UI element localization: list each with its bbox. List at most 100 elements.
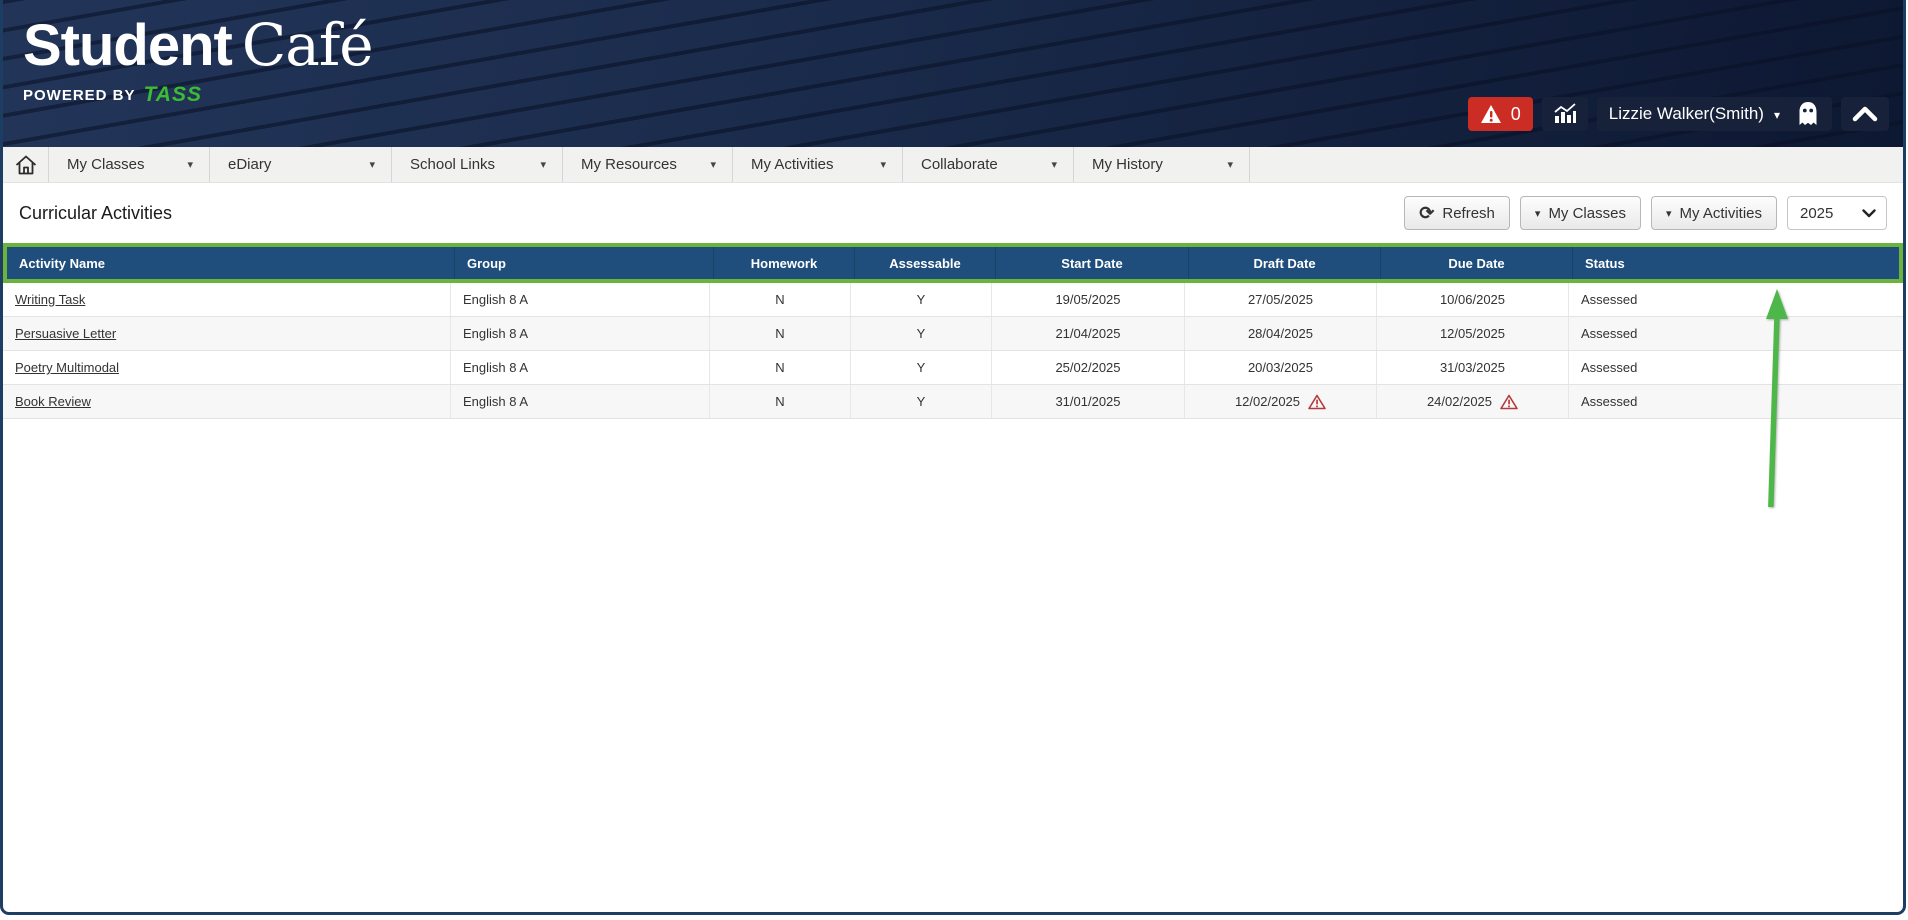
main-navbar: My Classes eDiary School Links My Resour… <box>3 147 1903 183</box>
page-title: Curricular Activities <box>19 202 173 223</box>
my-classes-button[interactable]: My Classes <box>1519 196 1641 230</box>
logo-title-bold: Student <box>23 13 233 78</box>
warning-triangle-icon <box>1500 394 1518 410</box>
nav-item-ediary[interactable]: eDiary <box>210 147 392 182</box>
group-cell: English 8 A <box>451 317 710 350</box>
refresh-button[interactable]: Refresh <box>1404 196 1510 230</box>
nav-item-label: My Classes <box>67 156 145 173</box>
home-icon <box>14 154 38 176</box>
powered-by-row: POWERED BY TASS <box>23 83 373 107</box>
nav-item-my-activities[interactable]: My Activities <box>733 147 903 182</box>
chevron-down-icon <box>1535 207 1541 220</box>
collapse-header-button[interactable] <box>1841 97 1889 131</box>
homework-cell: N <box>710 351 851 384</box>
logo-title: Student Café <box>23 11 374 79</box>
homework-cell: N <box>710 317 851 350</box>
nav-home-button[interactable] <box>3 147 49 182</box>
table-row: Book Review English 8 A N Y 31/01/2025 1… <box>3 385 1903 419</box>
user-menu[interactable]: Lizzie Walker(Smith) <box>1596 97 1832 131</box>
nav-item-my-resources[interactable]: My Resources <box>563 147 733 182</box>
activity-link[interactable]: Writing Task <box>15 292 86 307</box>
draft-date-cell: 12/02/2025 <box>1185 385 1377 418</box>
homework-cell: N <box>710 283 851 316</box>
alerts-button[interactable]: 0 <box>1467 97 1533 131</box>
assessable-cell: Y <box>851 283 992 316</box>
nav-item-label: My History <box>1092 156 1163 173</box>
my-activities-button[interactable]: My Activities <box>1650 196 1777 230</box>
chevron-down-icon <box>880 158 886 171</box>
nav-item-collaborate[interactable]: Collaborate <box>903 147 1074 182</box>
user-name-label: Lizzie Walker(Smith) <box>1608 104 1764 123</box>
chevron-down-icon <box>710 158 716 171</box>
chevron-down-icon <box>369 158 375 171</box>
chevron-down-icon <box>1774 108 1780 122</box>
due-date-cell: 31/03/2025 <box>1377 351 1569 384</box>
nav-item-my-history[interactable]: My History <box>1074 147 1250 182</box>
draft-date-cell: 28/04/2025 <box>1185 317 1377 350</box>
nav-item-label: eDiary <box>228 156 272 173</box>
column-header-group[interactable]: Group <box>455 247 714 279</box>
assessable-cell: Y <box>851 351 992 384</box>
app-header: Student Café POWERED BY TASS 0 Lizzie Wal… <box>3 0 1903 147</box>
assessable-cell: Y <box>851 385 992 418</box>
chevron-down-icon <box>1227 158 1233 171</box>
start-date-cell: 21/04/2025 <box>992 317 1185 350</box>
warning-triangle-icon <box>1480 104 1502 124</box>
column-header-assessable[interactable]: Assessable <box>855 247 996 279</box>
toolbar-buttons: Refresh My Classes My Activities 2025 <box>1404 196 1887 230</box>
chevron-down-icon <box>540 158 546 171</box>
chart-icon <box>1553 103 1577 125</box>
column-header-due-date[interactable]: Due Date <box>1381 247 1573 279</box>
activity-link[interactable]: Persuasive Letter <box>15 326 117 341</box>
chevron-down-icon <box>187 158 193 171</box>
status-cell: Assessed <box>1581 394 1638 409</box>
start-date-cell: 19/05/2025 <box>992 283 1185 316</box>
chevron-down-icon <box>1051 158 1057 171</box>
draft-date-cell: 20/03/2025 <box>1185 351 1377 384</box>
chevron-up-icon <box>1852 106 1878 122</box>
my-activities-button-label: My Activities <box>1679 204 1762 222</box>
activities-table: Activity Name Group Homework Assessable … <box>3 243 1903 419</box>
my-classes-button-label: My Classes <box>1548 204 1626 222</box>
table-row: Writing Task English 8 A N Y 19/05/2025 … <box>3 283 1903 317</box>
activity-link[interactable]: Book Review <box>15 394 91 409</box>
start-date-cell: 31/01/2025 <box>992 385 1185 418</box>
column-header-status[interactable]: Status <box>1585 255 1625 271</box>
due-date-cell: 12/05/2025 <box>1377 317 1569 350</box>
column-header-homework[interactable]: Homework <box>714 247 855 279</box>
table-row: Poetry Multimodal English 8 A N Y 25/02/… <box>3 351 1903 385</box>
column-header-start-date[interactable]: Start Date <box>996 247 1189 279</box>
due-date-cell: 24/02/2025 <box>1377 385 1569 418</box>
nav-item-label: My Resources <box>581 156 677 173</box>
group-cell: English 8 A <box>451 385 710 418</box>
status-cell: Assessed <box>1581 326 1638 341</box>
refresh-icon <box>1419 203 1434 224</box>
column-header-activity-name[interactable]: Activity Name <box>7 247 455 279</box>
stats-button[interactable] <box>1541 97 1588 131</box>
table-header-row: Activity Name Group Homework Assessable … <box>3 243 1903 283</box>
refresh-button-label: Refresh <box>1442 204 1495 222</box>
year-select[interactable]: 2025 <box>1787 196 1887 230</box>
year-select-value: 2025 <box>1800 204 1834 222</box>
nav-item-label: School Links <box>410 156 496 173</box>
nav-item-my-classes[interactable]: My Classes <box>49 147 210 182</box>
activity-link[interactable]: Poetry Multimodal <box>15 360 120 375</box>
header-actions: 0 Lizzie Walker(Smith) <box>1467 97 1889 131</box>
status-cell: Assessed <box>1581 292 1638 307</box>
status-cell: Assessed <box>1581 360 1638 375</box>
alert-count-badge: 0 <box>1510 103 1521 124</box>
draft-date-value: 12/02/2025 <box>1234 394 1301 409</box>
nav-item-label: My Activities <box>751 156 834 173</box>
nav-item-school-links[interactable]: School Links <box>392 147 563 182</box>
ghost-icon <box>1796 101 1820 127</box>
start-date-cell: 25/02/2025 <box>992 351 1185 384</box>
assessable-cell: Y <box>851 317 992 350</box>
chevron-down-icon <box>1862 208 1876 218</box>
tass-logo: TASS <box>143 83 202 106</box>
logo-title-light: Café <box>241 11 374 79</box>
column-header-draft-date[interactable]: Draft Date <box>1189 247 1381 279</box>
due-date-value: 24/02/2025 <box>1426 394 1493 409</box>
due-date-cell: 10/06/2025 <box>1377 283 1569 316</box>
